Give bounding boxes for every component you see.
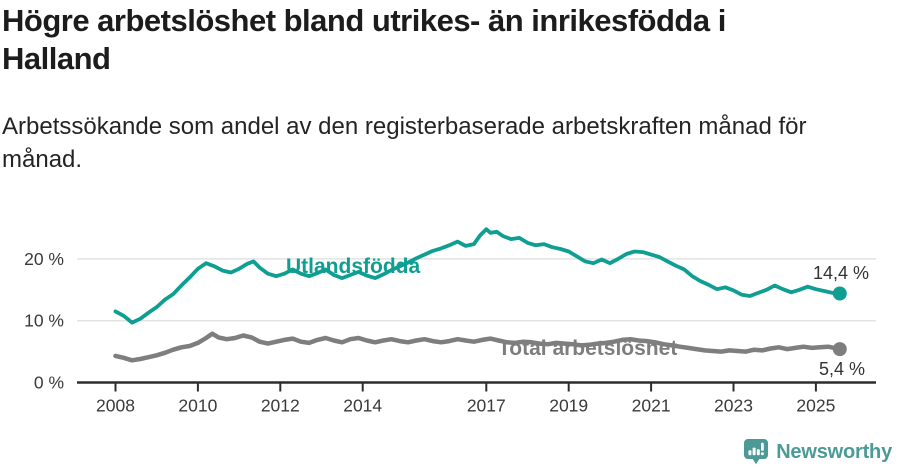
y-axis-label-0: 0 % xyxy=(34,373,64,393)
y-axis-label-10: 10 % xyxy=(24,311,64,331)
series-line-utlandsf-dda xyxy=(113,227,842,325)
series-line-total-arbetsl-shet xyxy=(113,331,843,363)
x-axis-label-2019: 2019 xyxy=(549,396,588,416)
newsworthy-logo-icon xyxy=(743,438,769,466)
x-axis-label-2025: 2025 xyxy=(796,396,835,416)
x-axis-label-2012: 2012 xyxy=(261,396,300,416)
end-value-label-utlandsf-dda: 14,4 % xyxy=(813,263,869,283)
x-axis-label-2017: 2017 xyxy=(467,396,506,416)
brand-name: Newsworthy xyxy=(776,440,892,463)
x-axis-label-2008: 2008 xyxy=(96,396,135,416)
end-dot-utlandsf-dda xyxy=(832,286,847,301)
x-axis-label-2010: 2010 xyxy=(178,396,217,416)
series-label-total-arbetsl-shet: Total arbetslöshet xyxy=(498,337,677,360)
y-axis-label-20: 20 % xyxy=(24,249,64,269)
line-chart: 0 % 10 % 20 % 2008 2010 2012 2014 2017 2019 2021 2… xyxy=(24,227,876,416)
x-axis-label-2021: 2021 xyxy=(632,396,671,416)
end-value-label-total-arbetsl-shet: 5,4 % xyxy=(819,359,865,379)
end-dot-total-arbetsl-shet xyxy=(832,342,847,357)
brand-footer: Newsworthy xyxy=(743,438,892,466)
x-axis-label-2014: 2014 xyxy=(343,396,382,416)
series-label-utlandsf-dda: Utlandsfödda xyxy=(286,255,420,278)
chart-subtitle: Arbetssökande som andel av den registerb… xyxy=(2,113,807,173)
chart-title: Högre arbetslöshet bland utrikes- än inr… xyxy=(2,3,726,76)
x-axis-label-2023: 2023 xyxy=(714,396,753,416)
